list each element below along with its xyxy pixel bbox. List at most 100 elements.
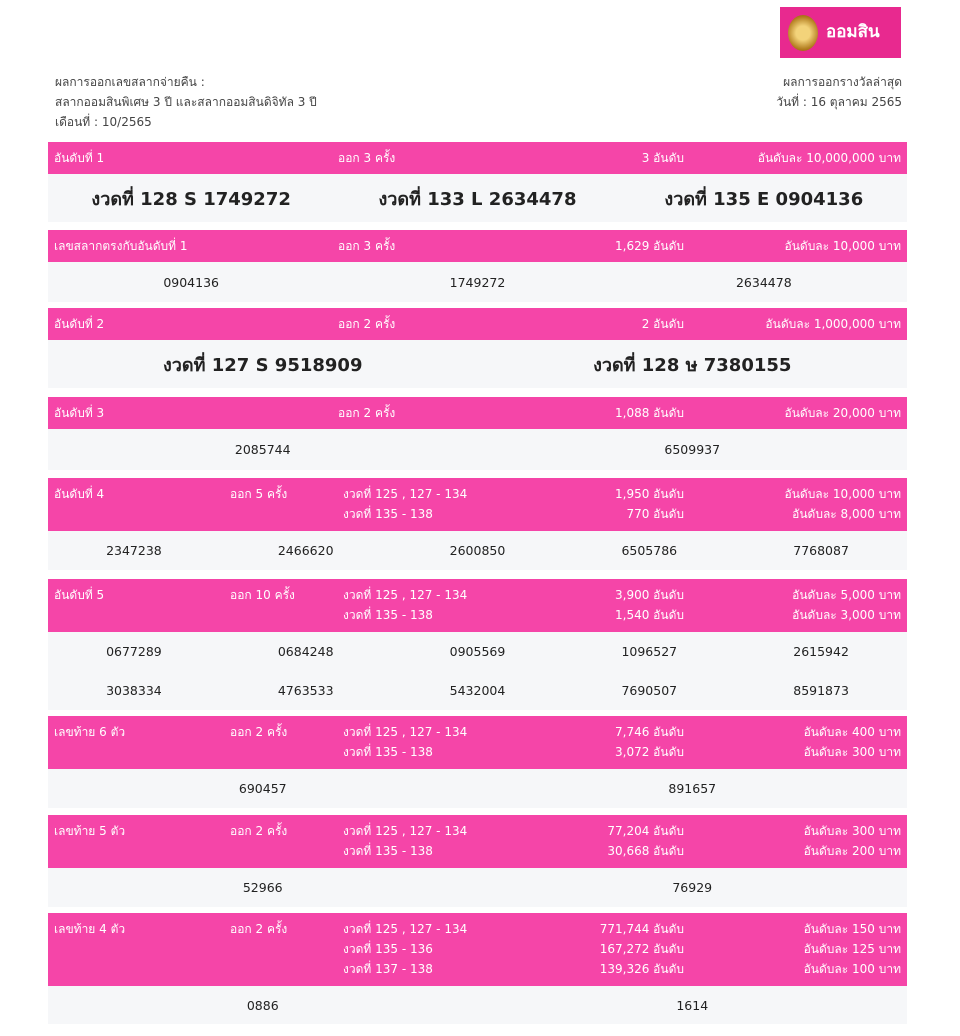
prize-amount: อันดับละ 10,000 บาท อันดับละ 8,000 บาท	[784, 484, 901, 524]
section-header: เลขท้าย 6 ตัว ออก 2 ครั้ง งวดที่ 125 , 127…	[48, 716, 907, 769]
prize-section: เลขสลากตรงกับอันดับที่ 1 ออก 3 ครั้ง 1,629…	[48, 230, 907, 302]
prize-section: อันดับที่ 5 ออก 10 ครั้ง งวดที่ 125 , 127 …	[48, 579, 907, 710]
winning-number: 1614	[676, 997, 709, 1013]
prize-amount: อันดับละ 1,000,000 บาท	[765, 314, 901, 334]
prize-amount-line: อันดับละ 125 บาท	[803, 942, 901, 956]
winning-number: 0905569	[449, 644, 506, 659]
draw-rounds-line: งวดที่ 135 - 138	[343, 507, 433, 521]
prize-amount-line: อันดับละ 10,000,000 บาท	[757, 151, 901, 165]
prize-count-line: 3 อันดับ	[641, 151, 684, 165]
prize-count-line: 77,204 อันดับ	[607, 824, 684, 838]
prize-count-line: 3,900 อันดับ	[615, 588, 684, 602]
prize-count-line: 30,668 อันดับ	[607, 844, 684, 858]
winning-number: 0677289	[106, 644, 162, 659]
prize-amount-line: อันดับละ 300 บาท	[803, 824, 901, 838]
prize-count-line: 7,746 อันดับ	[615, 725, 684, 739]
winning-number: 2085744	[234, 442, 291, 457]
section-header: เลขท้าย 4 ตัว ออก 2 ครั้ง งวดที่ 125 , 127…	[48, 913, 907, 986]
prize-count: 2 อันดับ	[642, 314, 684, 334]
winning-number: 1096527	[621, 644, 678, 659]
draw-rounds-line: งวดที่ 135 - 138	[343, 745, 433, 759]
winning-numbers: 0904136 1749272 2634478	[48, 262, 907, 302]
draw-times: ออก 10 ครั้ง	[230, 588, 295, 602]
winning-number: 2634478	[735, 274, 792, 290]
prize-section: อันดับที่ 3 ออก 2 ครั้ง 1,088 อันดับ อันดับ…	[48, 397, 907, 470]
prize-amount-line: อันดับละ 100 บาท	[803, 962, 901, 976]
draw-times: ออก 3 ครั้ง	[338, 151, 396, 165]
winning-number: งวดที่ 127 S 9518909	[163, 354, 363, 376]
prize-label: อันดับที่ 4	[54, 487, 105, 501]
prize-count-line: 1,629 อันดับ	[615, 239, 684, 253]
section-header: อันดับที่ 4 ออก 5 ครั้ง งวดที่ 125 , 127 -…	[48, 478, 907, 531]
winning-number: 0886	[246, 997, 279, 1013]
draw-rounds-line: งวดที่ 125 , 127 - 134	[343, 922, 468, 936]
prize-count-line: 1,088 อันดับ	[615, 406, 684, 420]
result-description: ผลการออกเลขสลากจ่ายคืน : สลากออมสินพิเศษ…	[55, 72, 317, 132]
prize-amount-line: อันดับละ 150 บาท	[803, 922, 901, 936]
gsb-logo: ออมสิน	[780, 7, 901, 58]
logo-text: ออมสิน	[826, 21, 880, 42]
prize-amount-line: อันดับละ 200 บาท	[803, 844, 901, 858]
draw-times: ออก 3 ครั้ง	[338, 239, 396, 253]
prize-count: 771,744 อันดับ 167,272 อันดับ 139,326 อันด…	[600, 919, 684, 979]
winning-number: 690457	[238, 781, 287, 796]
info-month: เดือนที่ : 10/2565	[55, 115, 152, 129]
section-header: อันดับที่ 3 ออก 2 ครั้ง 1,088 อันดับ อันดับ…	[48, 397, 907, 429]
winning-number: 3038334	[106, 683, 162, 698]
prize-label: เลขท้าย 5 ตัว	[54, 824, 126, 838]
prize-amount-line: อันดับละ 10,000 บาท	[784, 239, 901, 253]
draw-rounds-line: งวดที่ 125 , 127 - 134	[343, 487, 468, 501]
prize-label: เลขท้าย 4 ตัว	[54, 922, 126, 936]
winning-number: 5432004	[449, 683, 506, 698]
winning-number: 7690507	[621, 683, 678, 698]
winning-numbers: 0677289 0684248 0905569 1096527 2615942 30383…	[48, 632, 907, 710]
winning-number: งวดที่ 128 ษ 7380155	[593, 354, 792, 376]
winning-number: 76929	[672, 880, 713, 895]
prize-amount-line: อันดับละ 1,000,000 บาท	[765, 317, 901, 331]
prize-label: อันดับที่ 2	[54, 317, 105, 331]
winning-number: 2466620	[277, 543, 334, 558]
winning-numbers: 690457 891657	[48, 769, 907, 808]
prize-count-line: 770 อันดับ	[626, 507, 684, 521]
winning-number: 0684248	[277, 644, 334, 659]
winning-numbers: 52966 76929	[48, 868, 907, 907]
winning-number: งวดที่ 133 L 2634478	[378, 188, 577, 210]
prize-amount: อันดับละ 10,000 บาท	[784, 236, 901, 256]
prize-amount-line: อันดับละ 300 บาท	[803, 745, 901, 759]
prize-count-line: 771,744 อันดับ	[599, 922, 684, 936]
prize-amount-line: อันดับละ 5,000 บาท	[792, 588, 901, 602]
prize-amount: อันดับละ 10,000,000 บาท	[758, 148, 901, 168]
prize-section: เลขท้าย 6 ตัว ออก 2 ครั้ง งวดที่ 125 , 127…	[48, 716, 907, 808]
winning-number: 52966	[242, 880, 283, 895]
prize-section: เลขท้าย 5 ตัว ออก 2 ครั้ง งวดที่ 125 , 127…	[48, 815, 907, 907]
draw-rounds-line: งวดที่ 135 - 138	[343, 608, 433, 622]
prize-section: อันดับที่ 2 ออก 2 ครั้ง 2 อันดับ อันดับละ 1…	[48, 308, 907, 388]
draw-times: ออก 2 ครั้ง	[230, 824, 288, 838]
prize-amount: อันดับละ 300 บาทอันดับละ 200 บาท	[804, 821, 901, 861]
prize-count-line: 1,950 อันดับ	[615, 487, 684, 501]
draw-times: ออก 2 ครั้ง	[338, 406, 396, 420]
draw-rounds: งวดที่ 125 , 127 - 134 งวดที่ 135 - 138	[343, 585, 467, 625]
prize-count-line: 167,272 อันดับ	[599, 942, 684, 956]
prize-section: อันดับที่ 1 ออก 3 ครั้ง 3 อันดับ อันดับละ 1…	[48, 142, 907, 222]
winning-number: 6509937	[664, 442, 721, 457]
winning-number: 891657	[668, 781, 717, 796]
section-header: เลขสลากตรงกับอันดับที่ 1 ออก 3 ครั้ง 1,629…	[48, 230, 907, 262]
seal-icon	[788, 14, 818, 51]
winning-numbers: 2347238 2466620 2600850 6505786 7768087	[48, 531, 907, 570]
draw-rounds: งวดที่ 125 , 127 - 134 งวดที่ 135 - 136 งว…	[343, 919, 467, 979]
prize-amount: อันดับละ 5,000 บาทอันดับละ 3,000 บาท	[792, 585, 901, 625]
latest-result-label: ผลการออกรางวัลล่าสุด	[783, 75, 902, 89]
prize-amount-line: อันดับละ 3,000 บาท	[792, 608, 901, 622]
info-title: ผลการออกเลขสลากจ่ายคืน :	[55, 75, 205, 89]
prize-count-line: 139,326 อันดับ	[599, 962, 684, 976]
prize-section: เลขท้าย 4 ตัว ออก 2 ครั้ง งวดที่ 125 , 127…	[48, 913, 907, 1024]
result-date: ผลการออกรางวัลล่าสุด วันที่ : 16 ตุลาคม …	[776, 72, 902, 112]
winning-number: 8591873	[793, 683, 849, 698]
prize-amount: อันดับละ 150 บาทอันดับละ 125 บาทอันดับละ…	[804, 919, 901, 979]
draw-rounds-line: งวดที่ 125 , 127 - 134	[343, 725, 468, 739]
prize-label: อันดับที่ 1	[54, 151, 105, 165]
draw-rounds-line: งวดที่ 137 - 138	[343, 962, 433, 976]
winning-number: 6505786	[621, 543, 678, 558]
winning-number: 2600850	[449, 543, 506, 558]
